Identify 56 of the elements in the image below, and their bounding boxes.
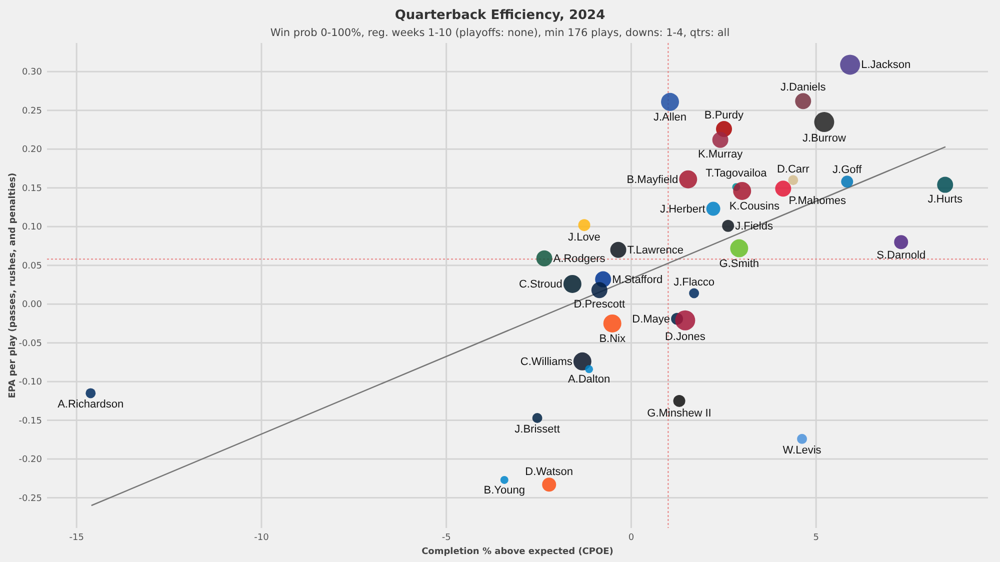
series-label: D.Carr xyxy=(776,164,810,176)
series-label: J.Love xyxy=(568,232,600,244)
series-label: J.Hurts xyxy=(928,193,964,206)
series-label: B.Nix xyxy=(599,332,626,345)
x-tick-label: -5 xyxy=(442,533,451,543)
series-label: D.Jones xyxy=(665,330,706,343)
series-label: J.Burrow xyxy=(802,132,846,145)
series-label: T.Tagovailoa xyxy=(706,168,768,180)
y-tick-label: 0.15 xyxy=(22,184,42,194)
series-label: D.Watson xyxy=(525,466,574,478)
x-tick-label: 5 xyxy=(813,533,819,543)
series-label: L.Jackson xyxy=(861,59,911,72)
series-label: A.Rodgers xyxy=(553,252,606,265)
series-label: C.Stroud xyxy=(518,278,562,290)
series-label: B.Young xyxy=(484,484,525,496)
series-label: G.Smith xyxy=(719,258,760,270)
series-label: P.Mahomes xyxy=(788,194,847,207)
series-label: T.Lawrence xyxy=(627,244,684,256)
series-label: G.Minshew II xyxy=(647,407,712,420)
y-axis-title: EPA per play (passes, rushes, and penalties) xyxy=(8,172,18,398)
y-tick-label: 0.25 xyxy=(22,106,42,116)
x-tick-label: -10 xyxy=(254,533,270,543)
series-label: B.Mayfield xyxy=(626,174,678,186)
y-tick-label: 0.00 xyxy=(22,300,42,310)
chart-subtitle: Win prob 0-100%, reg. weeks 1-10 (playoffs: none), min 176 plays, downs: 1-4, qtrs: all xyxy=(270,27,730,39)
series-label: B.Purdy xyxy=(704,110,744,122)
series-label: C.Williams xyxy=(520,356,573,368)
series-label: J.Brissett xyxy=(514,423,560,436)
x-axis-title: Completion % above expected (CPOE) xyxy=(422,547,614,557)
series-label: A.Dalton xyxy=(568,374,610,386)
series-label: K.Cousins xyxy=(729,200,780,212)
series-label: J.Goff xyxy=(832,164,863,176)
series-label: J.Allen xyxy=(654,111,687,124)
y-tick-label: -0.10 xyxy=(18,378,42,388)
y-tick-label: -0.05 xyxy=(18,338,42,349)
series-label: S.Darnold xyxy=(876,250,926,262)
series-label: J.Herbert xyxy=(660,203,706,216)
y-tick-label: 0.30 xyxy=(22,68,42,78)
x-tick-label: 0 xyxy=(628,533,634,543)
series-label: K.Murray xyxy=(698,148,744,160)
series-label: D.Prescott xyxy=(574,298,626,311)
y-tick-label: 0.20 xyxy=(22,145,42,156)
series-label: J.Flacco xyxy=(674,276,715,289)
series-label: A.Richardson xyxy=(58,398,124,411)
x-tick-label: -15 xyxy=(69,533,84,543)
y-tick-label: 0.05 xyxy=(22,261,42,272)
y-tick-label: -0.20 xyxy=(18,455,42,466)
series-label: J.Daniels xyxy=(780,82,826,94)
series-label: W.Levis xyxy=(782,444,822,456)
series-label: M.Stafford xyxy=(612,274,663,286)
y-tick-label: -0.15 xyxy=(18,416,42,426)
y-tick-label: 0.10 xyxy=(22,222,42,233)
y-tick-label: -0.25 xyxy=(18,494,42,504)
chart-title: Quarterback Efficiency, 2024 xyxy=(394,8,606,23)
series-label: D.Maye xyxy=(632,313,670,326)
series-label: J.Fields xyxy=(735,220,774,232)
